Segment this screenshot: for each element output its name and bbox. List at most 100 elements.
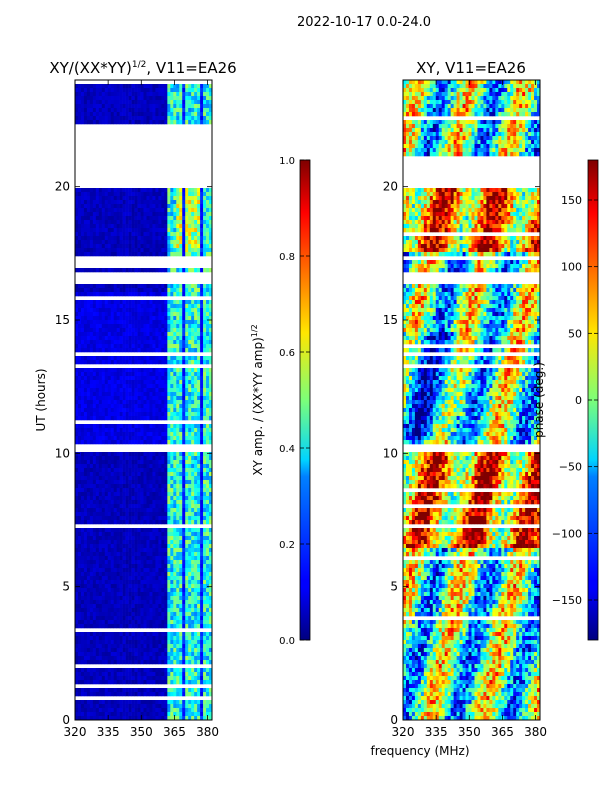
amp-cell [197, 560, 201, 565]
amp-cell [75, 516, 79, 521]
amp-cell [110, 588, 115, 593]
amp-cell [122, 460, 126, 465]
amp-cell [101, 632, 106, 637]
amp-cell [119, 468, 123, 473]
amp-cell [161, 484, 165, 489]
amp-cell [164, 300, 168, 305]
amp-cell [146, 208, 150, 213]
amp-cell [98, 116, 103, 121]
amp-cell [119, 452, 123, 457]
amp-cell [206, 576, 210, 581]
amp-cell [113, 600, 117, 605]
amp-cell [116, 404, 120, 409]
amp-cell [101, 188, 106, 193]
amp-cell [143, 216, 147, 221]
amp-cell [200, 308, 204, 313]
amp-cell [107, 632, 112, 637]
amp-cell [197, 516, 201, 521]
amp-cell [182, 412, 186, 417]
amp-cell [209, 116, 212, 121]
amp-cell [134, 244, 138, 249]
amp-cell [179, 360, 183, 365]
amp-cell [179, 380, 183, 385]
amp-cell [161, 452, 165, 457]
amp-cell [137, 504, 141, 509]
amp-cell [191, 540, 195, 545]
amp-cell [191, 240, 195, 245]
amp-cell [86, 236, 91, 241]
amp-cell [185, 424, 189, 429]
amp-cell [197, 572, 201, 577]
amp-cell [140, 216, 144, 221]
amp-cell [155, 372, 159, 377]
amp-cell [140, 436, 144, 441]
amp-cell [155, 332, 159, 337]
amp-cell [173, 232, 177, 237]
amp-cell [200, 384, 204, 389]
amp-cell [152, 200, 156, 205]
amp-cell [77, 428, 82, 433]
amp-cell [158, 324, 162, 329]
amp-cell [197, 188, 201, 193]
amp-cell [128, 584, 132, 589]
amp-cell [75, 440, 79, 445]
amp-cell [98, 508, 103, 513]
amp-cell [116, 116, 120, 121]
amp-cell [149, 564, 153, 569]
amp-cell [134, 284, 138, 289]
amp-cell [161, 292, 165, 297]
amp-cell [122, 112, 126, 117]
amp-cell [200, 332, 204, 337]
amp-cell [92, 200, 97, 205]
amp-cell [75, 592, 79, 597]
amp-cell [209, 468, 212, 473]
amp-cell [122, 292, 126, 297]
amp-cell [170, 616, 174, 621]
amp-cell [206, 492, 210, 497]
amp-cell [194, 232, 198, 237]
amp-cell [110, 432, 115, 437]
amp-cell [179, 212, 183, 217]
amp-cell [161, 508, 165, 513]
amp-cell [113, 384, 117, 389]
amp-cell [146, 316, 150, 321]
amp-cell [206, 212, 210, 217]
amp-cell [113, 96, 117, 101]
amp-cell [179, 576, 183, 581]
amp-cell [143, 384, 147, 389]
amp-cell [98, 228, 103, 233]
amp-cell [137, 388, 141, 393]
amp-cell [200, 100, 204, 105]
amp-cell [173, 412, 177, 417]
amp-cell [152, 476, 156, 481]
amp-cell [137, 204, 141, 209]
amp-cell [167, 384, 171, 389]
amp-cell [128, 412, 132, 417]
amp-cell [86, 556, 91, 561]
amp-cell [131, 248, 135, 253]
amp-cell [185, 88, 189, 93]
amp-cell [137, 216, 141, 221]
amp-cell [206, 236, 210, 241]
amp-cell [95, 316, 100, 321]
amp-cell [134, 312, 138, 317]
amp-cell [92, 544, 97, 549]
amp-cell [143, 620, 147, 625]
amp-cell [203, 608, 207, 613]
amp-cell [134, 504, 138, 509]
amp-cell [104, 328, 109, 333]
amp-cell [122, 468, 126, 473]
amp-cell [173, 396, 177, 401]
amp-cell [77, 328, 82, 333]
amp-cell [197, 428, 201, 433]
amp-cell [188, 436, 192, 441]
amp-cell [92, 404, 97, 409]
amp-cell [131, 440, 135, 445]
amp-cell [92, 508, 97, 513]
amp-cell [191, 288, 195, 293]
amp-cell [164, 288, 168, 293]
amp-cell [75, 600, 79, 605]
amp-cell [95, 200, 100, 205]
amp-cell [86, 112, 91, 117]
amp-cell [200, 588, 204, 593]
